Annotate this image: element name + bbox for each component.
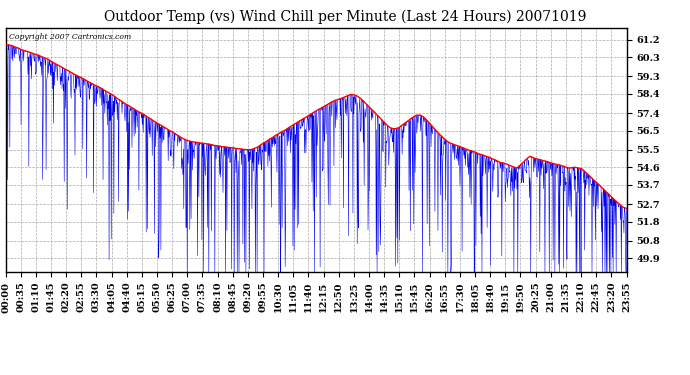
Text: Outdoor Temp (vs) Wind Chill per Minute (Last 24 Hours) 20071019: Outdoor Temp (vs) Wind Chill per Minute … xyxy=(104,9,586,24)
Text: Copyright 2007 Cartronics.com: Copyright 2007 Cartronics.com xyxy=(8,33,131,41)
